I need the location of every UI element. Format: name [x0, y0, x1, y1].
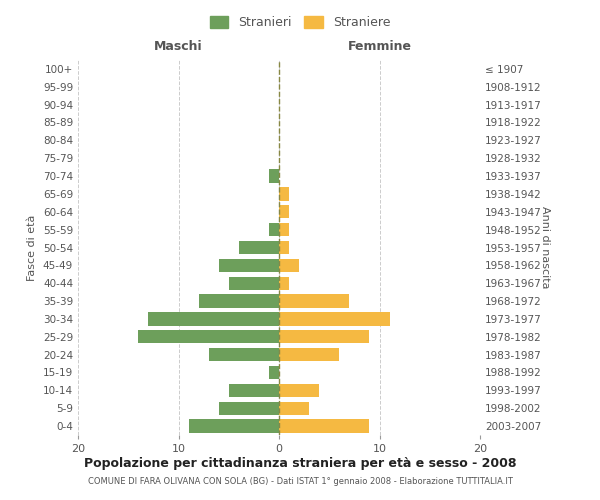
Bar — [199, 294, 279, 308]
Bar — [188, 420, 279, 433]
Text: Maschi: Maschi — [154, 40, 203, 52]
Bar — [279, 312, 389, 326]
Y-axis label: Anni di nascita: Anni di nascita — [540, 206, 550, 289]
Bar — [279, 241, 289, 254]
Bar — [138, 330, 279, 344]
Bar — [229, 276, 279, 290]
Bar — [279, 294, 349, 308]
Bar — [209, 348, 279, 362]
Bar — [279, 205, 289, 218]
Bar — [279, 187, 289, 200]
Legend: Stranieri, Straniere: Stranieri, Straniere — [205, 11, 395, 34]
Bar — [269, 223, 279, 236]
Bar — [269, 366, 279, 379]
Bar — [279, 420, 370, 433]
Bar — [269, 170, 279, 183]
Bar — [279, 384, 319, 397]
Y-axis label: Fasce di età: Fasce di età — [28, 214, 37, 280]
Bar — [279, 276, 289, 290]
Bar — [279, 402, 309, 415]
Bar — [239, 241, 279, 254]
Bar — [218, 402, 279, 415]
Text: Popolazione per cittadinanza straniera per età e sesso - 2008: Popolazione per cittadinanza straniera p… — [84, 458, 516, 470]
Text: COMUNE DI FARA OLIVANA CON SOLA (BG) - Dati ISTAT 1° gennaio 2008 - Elaborazione: COMUNE DI FARA OLIVANA CON SOLA (BG) - D… — [88, 478, 512, 486]
Bar — [279, 223, 289, 236]
Bar — [229, 384, 279, 397]
Bar — [148, 312, 279, 326]
Bar — [218, 258, 279, 272]
Bar — [279, 348, 340, 362]
Bar — [279, 258, 299, 272]
Bar — [279, 330, 370, 344]
Text: Femmine: Femmine — [347, 40, 412, 52]
